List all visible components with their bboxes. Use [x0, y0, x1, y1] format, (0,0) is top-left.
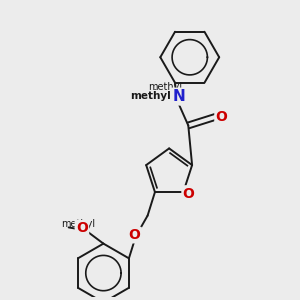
Text: O: O [216, 110, 227, 124]
Text: methyl: methyl [148, 82, 183, 92]
Text: methyl: methyl [130, 91, 171, 101]
Text: O: O [129, 228, 141, 242]
Text: N: N [172, 89, 185, 104]
Text: methyl: methyl [61, 219, 96, 230]
Text: O: O [76, 221, 88, 235]
Text: O: O [183, 187, 195, 201]
